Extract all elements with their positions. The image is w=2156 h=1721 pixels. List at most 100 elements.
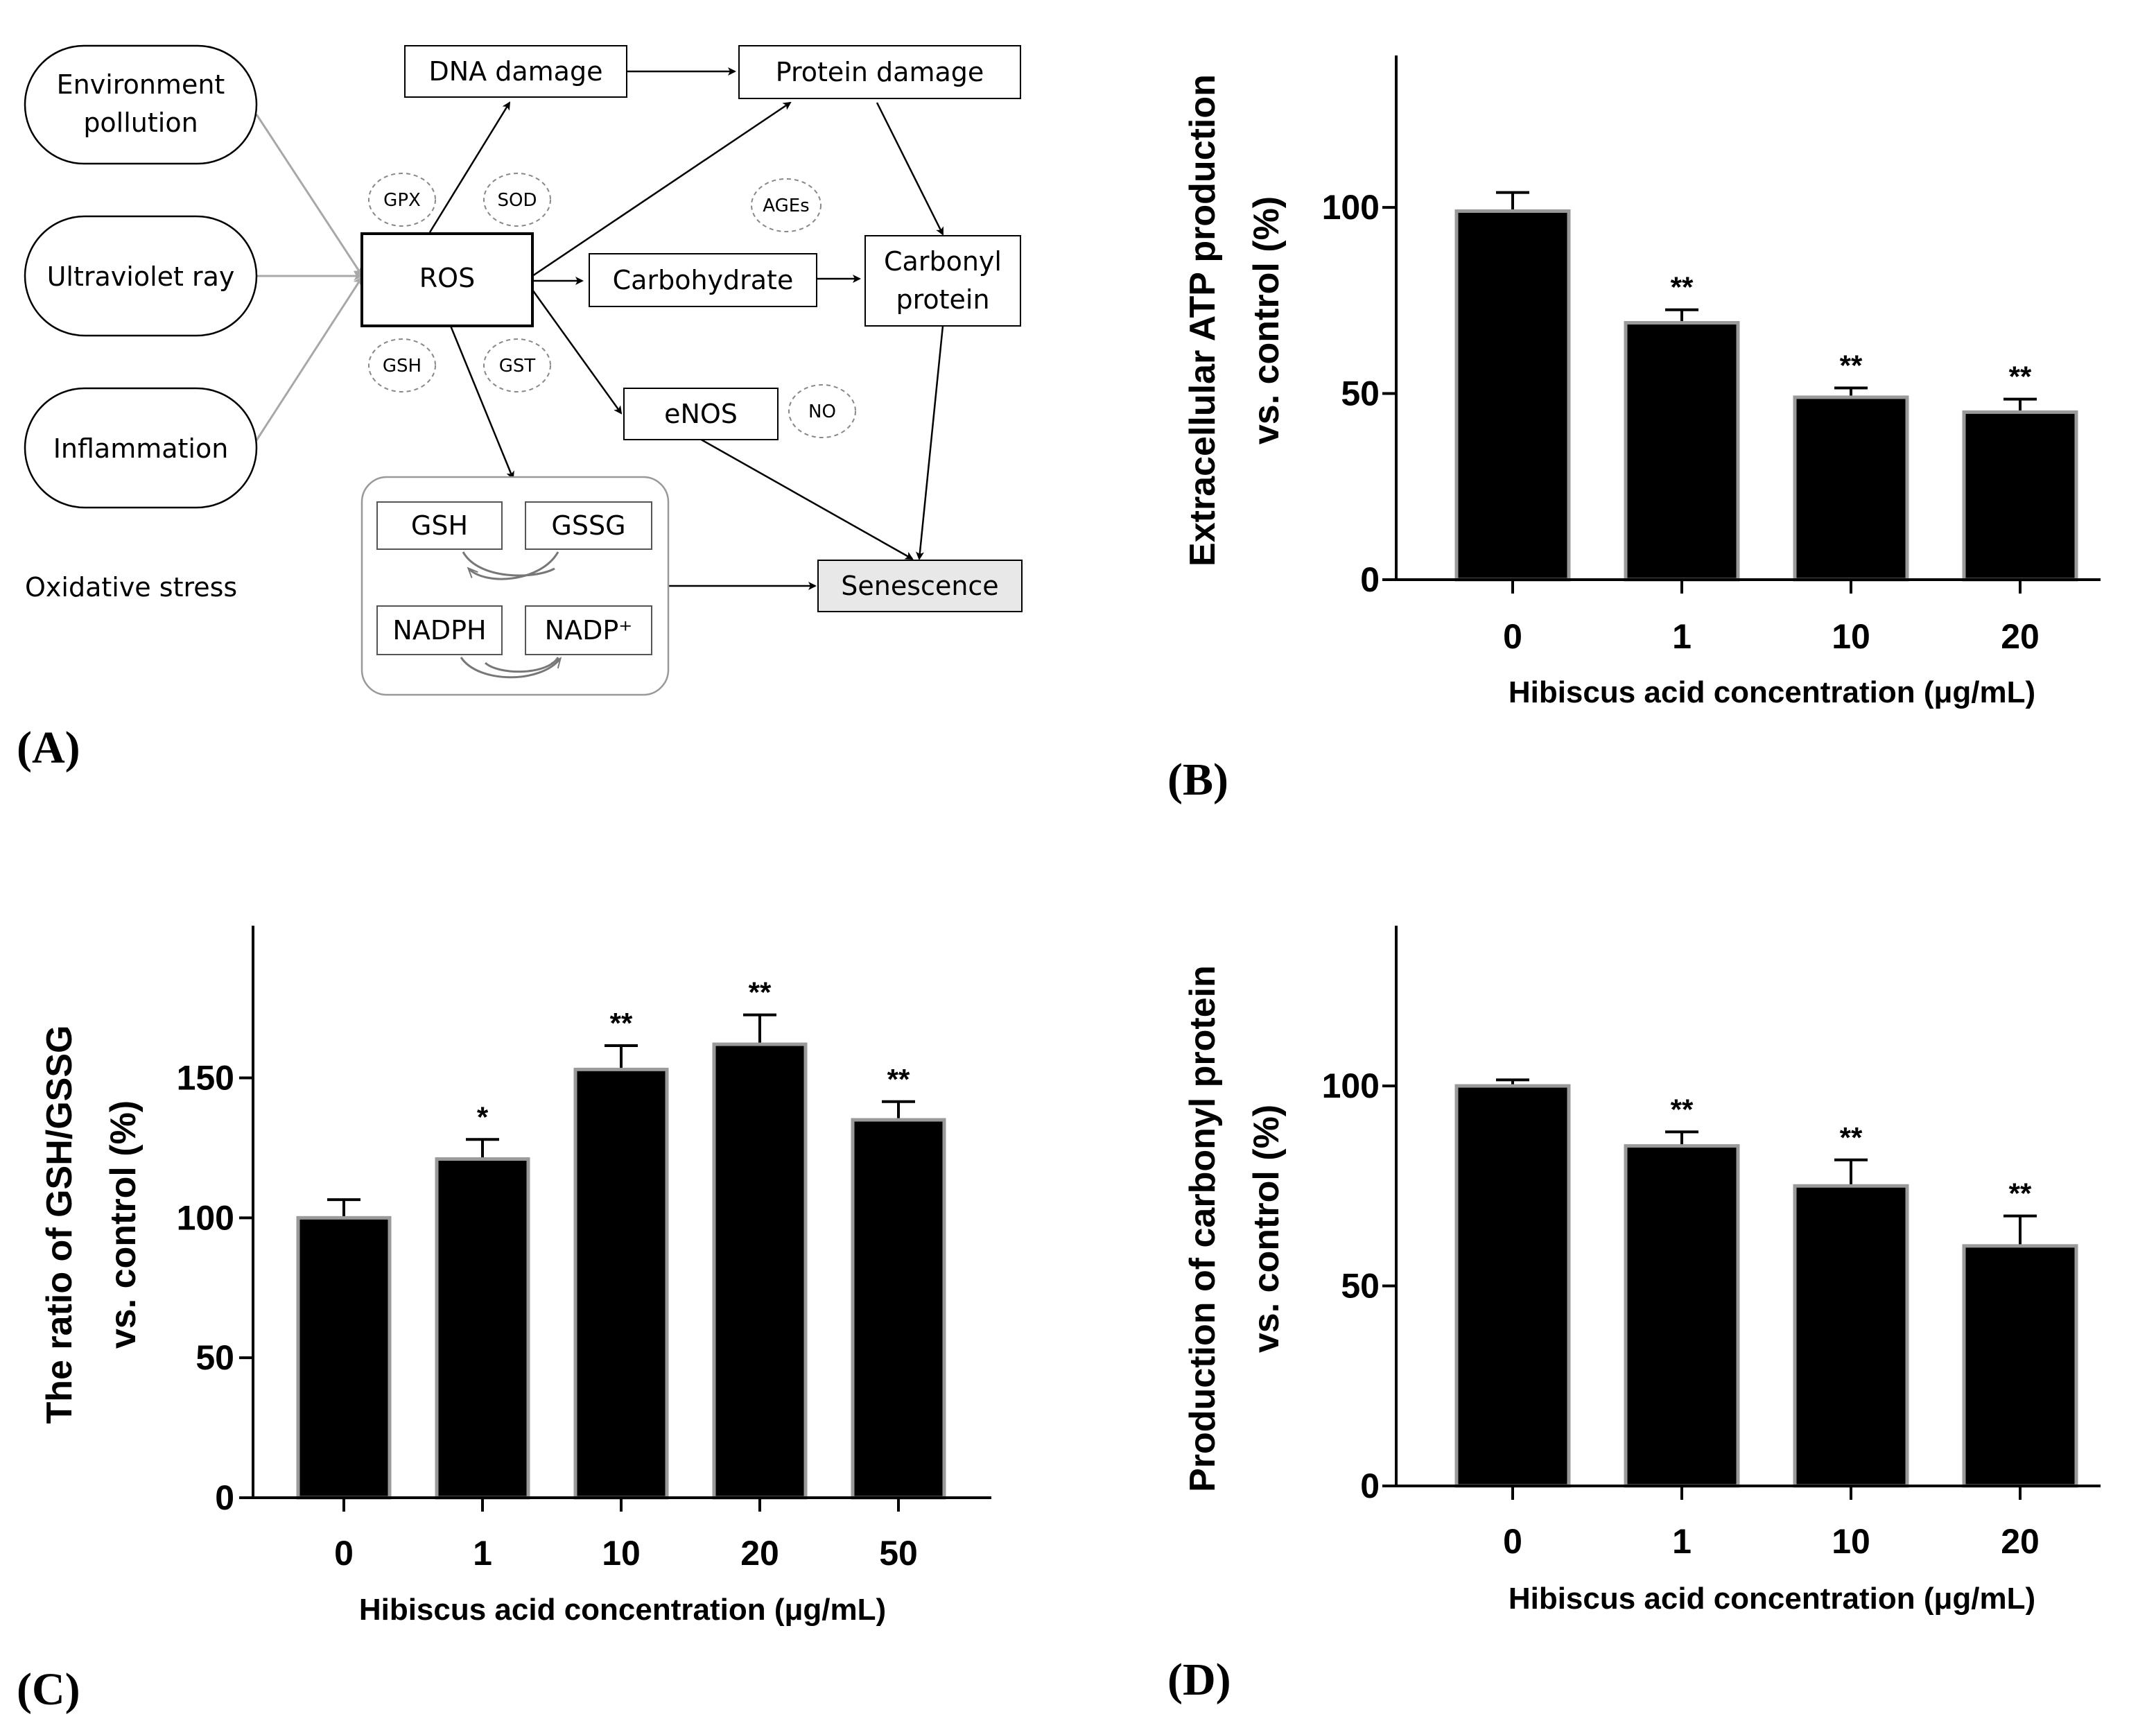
x-tick-label: 50 [879, 1534, 918, 1573]
source-label: Inflammation [53, 433, 229, 464]
bar [712, 1042, 808, 1500]
y-tick-label: 50 [1341, 374, 1380, 413]
x-tick-label: 20 [2001, 1522, 2040, 1561]
bar [1454, 1084, 1571, 1488]
enzyme-sod: SOD [483, 173, 551, 227]
arrow-ros-to-protein [532, 101, 792, 277]
node-nadph [376, 605, 503, 655]
x-tick-label: 1 [473, 1534, 492, 1573]
node-senescence: Senescence [817, 560, 1023, 612]
node-label: eNOS [664, 399, 738, 429]
significance-label: ** [1671, 1093, 1694, 1125]
bar [1624, 1144, 1740, 1488]
arrow-inflammation-to-ros [255, 276, 363, 441]
diagram-panel: Environment pollution Ultraviolet ray In… [17, 44, 1023, 773]
node-label: DNA damage [429, 56, 603, 87]
arrow-ros-to-dna [428, 101, 511, 233]
x-axis-title: Hibiscus acid concentration (μg/mL) [1509, 675, 2035, 709]
y-axis-title: Extracellular ATP production [1183, 74, 1223, 567]
y-axis-title: Production of carbonyl protein [1183, 965, 1223, 1492]
panel-label: (B) [1167, 754, 1228, 805]
node-label: GSH [411, 510, 468, 541]
node-carbonyl-protein: Carbonyl protein [864, 235, 1021, 327]
bar [1454, 209, 1571, 582]
x-tick-label: 20 [2001, 617, 2040, 656]
node-dna-damage: DNA damage [404, 45, 627, 98]
arrow-environment-to-ros [255, 114, 363, 277]
y-tick-label: 0 [1360, 1467, 1380, 1505]
panel-label: (A) [17, 723, 80, 773]
y-tick-label: 0 [215, 1478, 234, 1517]
arrow-enos-to-senescence [698, 437, 914, 560]
curved-arrow-gssg-gsh [462, 551, 555, 577]
node-label: GSSG [551, 510, 625, 541]
y-tick-label: 50 [1341, 1267, 1380, 1306]
bar [1624, 321, 1740, 582]
x-axis-title: Hibiscus acid concentration (μg/mL) [359, 1593, 886, 1627]
significance-label: ** [1840, 349, 1863, 381]
enzyme-label: SOD [498, 190, 537, 211]
y-tick-label: 100 [1322, 1066, 1380, 1105]
y-tick-label: 50 [195, 1338, 234, 1377]
panel-label: (D) [1167, 1654, 1231, 1705]
source-ultraviolet-ray: Ultraviolet ray [24, 215, 258, 337]
enzyme-no: NO [788, 384, 856, 438]
y-tick-label: 0 [1360, 560, 1380, 599]
significance-label: ** [1671, 271, 1694, 304]
y-tick-label: 100 [177, 1198, 234, 1237]
arrow-ros-to-enos [531, 289, 623, 415]
node-label: NADP⁺ [545, 615, 633, 646]
node-label: Protein damage [776, 57, 984, 87]
significance-label: ** [610, 1007, 633, 1039]
enzyme-gst: GST [483, 338, 551, 392]
source-label: Environment [57, 69, 225, 100]
node-label: NADPH [392, 615, 486, 646]
curved-arrow-gsh-gssg [469, 551, 559, 580]
panel-label: (C) [17, 1664, 80, 1715]
significance-label: ** [1840, 1121, 1863, 1154]
bar [1962, 1244, 2078, 1488]
x-tick-label: 10 [1832, 617, 1870, 656]
significance-label: ** [2009, 361, 2032, 393]
node-enos: eNOS [623, 388, 779, 440]
enzyme-label: GSH [383, 356, 421, 377]
node-gsh [376, 501, 503, 550]
node-label: protein [896, 284, 989, 315]
diagram-caption: Oxidative stress [25, 572, 237, 603]
x-tick-label: 0 [334, 1534, 354, 1573]
y-axis-title: vs. control (%) [1246, 1105, 1287, 1353]
node-label: Carbonyl [884, 246, 1002, 277]
chart-atp: ** ** ** 0 50 100 0 1 10 20 Hibiscus acid concentr… [1167, 55, 2101, 805]
x-tick-label: 20 [740, 1534, 779, 1573]
bar [573, 1067, 669, 1500]
enzyme-label: GST [499, 356, 536, 377]
enzyme-gsh: GSH [368, 338, 436, 392]
significance-label: ** [749, 976, 772, 1009]
bar [851, 1118, 946, 1500]
redox-cycle-group: GSH GSSG NADPH NADP⁺ [360, 476, 670, 696]
enzyme-label: NO [808, 401, 836, 422]
enzyme-label: GPX [383, 190, 421, 211]
node-label: Senescence [841, 571, 998, 601]
arrow-protein-to-carbonyl [876, 102, 944, 236]
x-axis-title: Hibiscus acid concentration (μg/mL) [1509, 1582, 2035, 1616]
node-label: ROS [419, 263, 475, 293]
arrow-ros-to-cycle [449, 325, 514, 480]
x-tick-label: 1 [1672, 617, 1692, 656]
source-label: Ultraviolet ray [47, 261, 235, 292]
bar [435, 1157, 530, 1500]
node-gssg [525, 501, 652, 550]
bar [1962, 410, 2078, 582]
enzyme-label: AGEs [763, 196, 809, 216]
node-ros: ROS [360, 232, 534, 327]
source-environment-pollution: Environment pollution [24, 44, 258, 165]
x-tick-label: 0 [1503, 1522, 1522, 1561]
curved-arrow-nadph-nadp [460, 657, 560, 679]
bar [1793, 395, 1909, 582]
node-carbohydrate: Carbohydrate [589, 253, 817, 307]
x-tick-label: 10 [1832, 1522, 1870, 1561]
enzyme-gpx: GPX [368, 173, 436, 227]
bar [296, 1216, 392, 1500]
